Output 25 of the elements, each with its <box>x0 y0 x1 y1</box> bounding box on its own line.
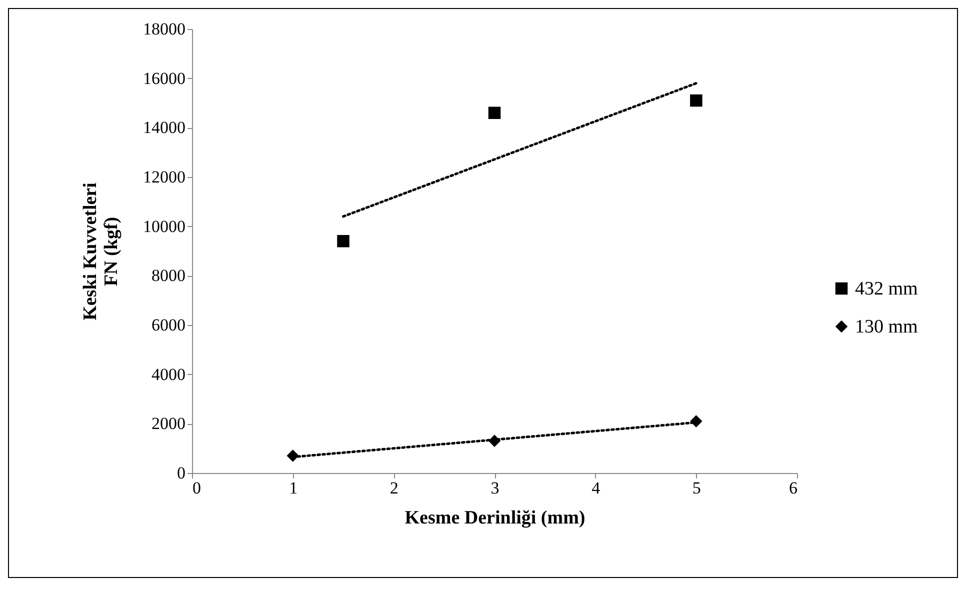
y-tick-label: 18000 <box>143 20 186 38</box>
point <box>690 415 702 428</box>
y-tick-label: 16000 <box>143 68 186 88</box>
y-tick-label: 12000 <box>143 168 186 186</box>
point <box>690 94 702 107</box>
y-tick-label: 2000 <box>152 414 186 434</box>
legend-label: 432 mm <box>855 278 918 300</box>
x-tick-label: 1 <box>289 478 298 498</box>
y-tick-label: 4000 <box>152 364 186 384</box>
x-tick-label: 2 <box>390 478 398 498</box>
x-axis-title: Kesme Derinliği (mm) <box>404 508 586 528</box>
y-tick-label: 10000 <box>143 216 186 236</box>
point <box>488 106 501 119</box>
y-tick-label: 0 <box>177 464 186 482</box>
x-tick-label: 6 <box>789 478 798 498</box>
x-tick-label: 3 <box>490 478 500 498</box>
y-tick-label: 8000 <box>152 266 186 286</box>
y-axis-title: Keski Kuvvetleri FN (kgf) <box>80 182 122 320</box>
x-tick-label: 4 <box>592 478 601 498</box>
y-tick-label: 6000 <box>152 316 186 334</box>
point <box>337 235 350 248</box>
x-tick-label: 0 <box>192 478 201 498</box>
y-tick-label: 14000 <box>143 118 186 138</box>
legend-label: 130 mm <box>855 316 918 338</box>
x-tick-label: 5 <box>692 478 701 498</box>
